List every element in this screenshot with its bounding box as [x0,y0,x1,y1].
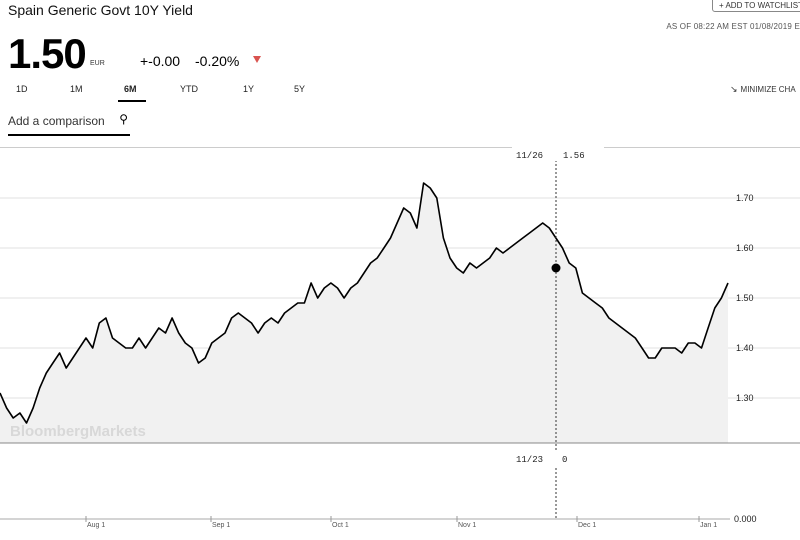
percent-change: -0.20% [195,53,240,69]
last-price: 1.50 [8,30,87,77]
price-line [0,182,729,424]
y-tick-label: 1.70 [736,193,754,203]
x-tick-label: Nov 1 [458,522,476,529]
tab-5y[interactable]: 5Y [294,84,306,94]
minimize-icon: ↘ [730,84,738,94]
crosshair-top-tooltip [512,147,604,161]
price-area-fill [0,183,728,443]
tab-1y[interactable]: 1Y [243,84,255,94]
tab-6m[interactable]: 6M [124,84,137,94]
tab-1m[interactable]: 1M [70,84,83,94]
comparison-search[interactable]: Add a comparison ⚲ [8,108,130,136]
x-tick-label: Jan 1 [700,522,717,529]
y-tick-label: 1.60 [736,243,754,253]
tab-1d[interactable]: 1D [16,84,28,94]
search-icon[interactable]: ⚲ [119,112,128,126]
y-tick-label: 1.40 [736,343,754,353]
x-tick-label: Aug 1 [87,522,105,529]
crosshair-value-top: 1.56 [563,151,585,161]
minimize-chart-button[interactable]: ↘ MINIMIZE CHA [730,84,796,95]
x-tick-label: Sep 1 [212,522,230,529]
watermark: BloombergMarkets [10,423,146,440]
minimize-label: MINIMIZE CHA [740,85,796,94]
price-change: +-0.00 [140,53,181,69]
tab-ytd[interactable]: YTD [180,84,198,94]
y-tick-label: 1.50 [736,293,754,303]
crosshair-bottom-tooltip [512,452,582,466]
as-of-timestamp: AS OF 08:22 AM EST 01/08/2019 E [666,22,800,31]
volume-axis-label: 0.000 [734,514,757,524]
x-tick-label: Oct 1 [332,522,349,529]
y-axis-labels: 1.70 1.60 1.50 1.40 1.30 [736,193,754,403]
y-tick-label: 1.30 [736,393,754,403]
comparison-input[interactable]: Add a comparison [8,114,105,128]
crosshair-date-top: 11/26 [516,151,543,161]
x-axis-labels: Aug 1 Sep 1 Oct 1 Nov 1 Dec 1 Jan 1 [85,516,717,529]
crosshair-point [551,263,561,273]
crosshair-value-bottom: 0 [562,455,567,465]
currency-label: EUR [90,60,105,67]
down-arrow-icon [253,56,261,63]
active-tab-indicator [118,100,146,102]
chart-top-divider [0,147,800,148]
add-to-watchlist-button[interactable]: + ADD TO WATCHLIST [712,0,800,12]
page-title: Spain Generic Govt 10Y Yield [8,2,193,18]
x-tick-label: Dec 1 [578,522,596,529]
crosshair-date-bottom: 11/23 [516,455,543,465]
